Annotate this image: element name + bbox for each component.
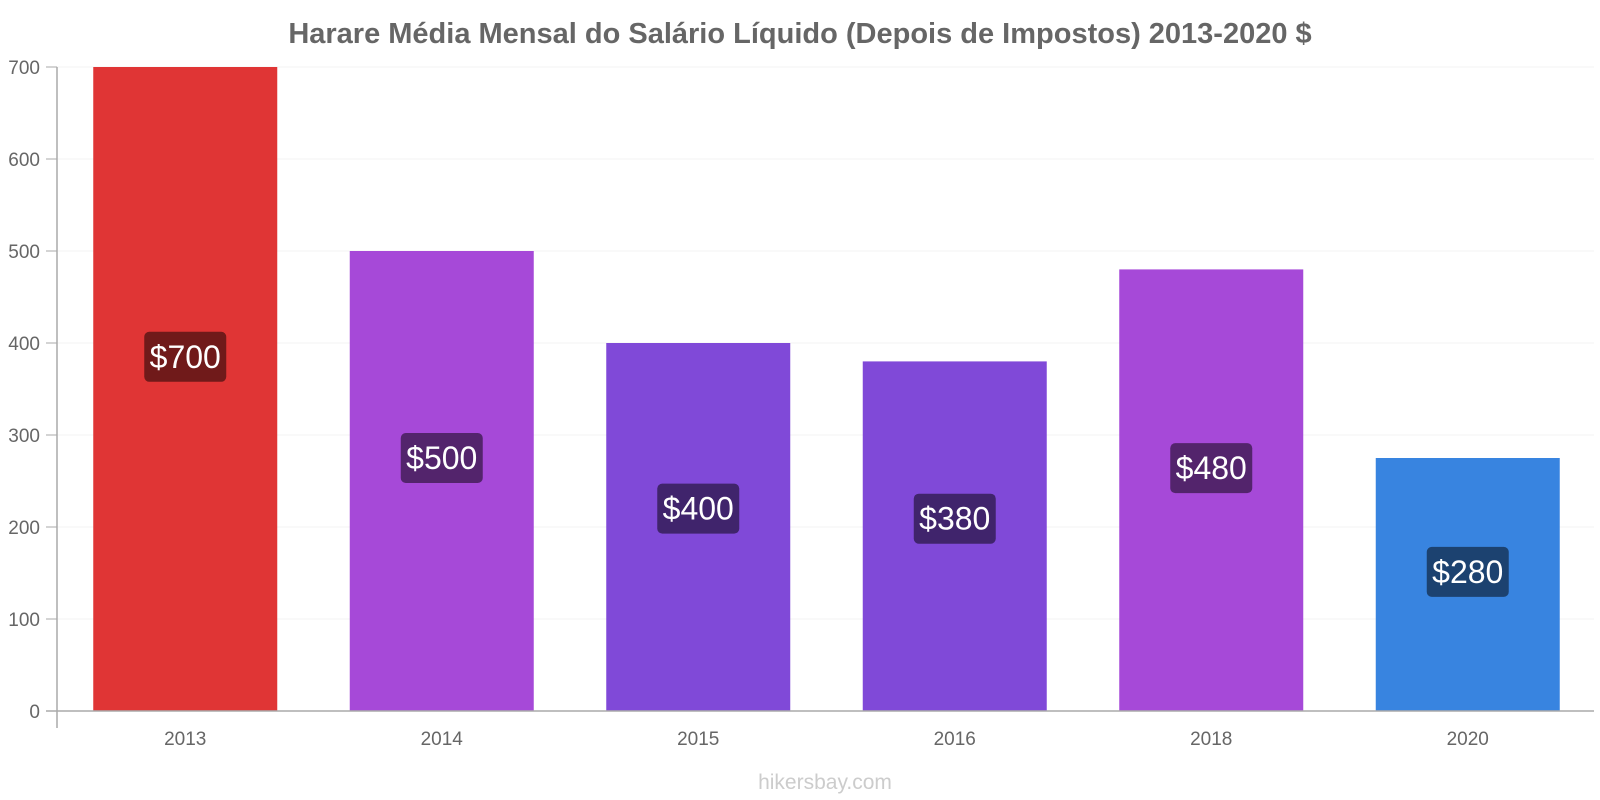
y-axis-ticks: 0 100 200 300 400 500 600 700: [8, 58, 57, 723]
y-tick-label-300: 300: [8, 426, 40, 447]
value-label-box-2015: [657, 483, 740, 534]
x-tick-label-2014: 2014: [421, 729, 464, 750]
value-label-box-2018: [1170, 443, 1253, 494]
x-tick-label-2018: 2018: [1190, 729, 1232, 750]
value-label-box-2020: [1426, 546, 1509, 597]
x-tick-label-2013: 2013: [164, 729, 206, 750]
y-tick-label-400: 400: [8, 334, 40, 355]
y-tick-label-500: 500: [8, 242, 40, 263]
chart-title: Harare Média Mensal do Salário Líquido (…: [288, 18, 1311, 50]
value-label-2014: $500: [400, 433, 483, 483]
value-label-text-2014: $500: [406, 440, 477, 476]
value-label-box-2013: [144, 331, 227, 382]
y-tick-label-600: 600: [8, 150, 40, 171]
value-label-text-2015: $400: [663, 491, 734, 527]
value-label-2018: $480: [1170, 443, 1253, 494]
value-label-2015: $400: [657, 483, 740, 534]
watermark: hikersbay.com: [758, 771, 892, 794]
value-label-2016: $380: [913, 493, 996, 544]
x-tick-label-2020: 2020: [1447, 729, 1489, 750]
value-label-box-2016: [913, 493, 996, 544]
value-label-2013: $700: [144, 331, 227, 382]
value-label-text-2018: $480: [1176, 450, 1247, 486]
y-tick-label-0: 0: [29, 702, 40, 723]
x-tick-label-2016: 2016: [934, 729, 976, 750]
value-label-box-2014: [400, 433, 483, 483]
value-label-text-2013: $700: [150, 339, 221, 375]
axes: [46, 67, 1594, 728]
bars: [93, 67, 1560, 711]
y-tick-label-100: 100: [8, 610, 40, 631]
value-labels: $700 $500 $400 $380 $480 $280: [144, 331, 1509, 597]
value-label-2020: $280: [1426, 546, 1509, 597]
x-tick-label-2015: 2015: [677, 729, 719, 750]
y-tick-label-700: 700: [8, 58, 40, 79]
value-label-text-2020: $280: [1432, 554, 1503, 590]
bar-2013: [93, 67, 278, 711]
y-tick-label-200: 200: [8, 518, 40, 539]
gridlines: [57, 66, 1594, 620]
value-label-text-2016: $380: [919, 501, 990, 537]
x-axis-labels: 2013 2014 2015 2016 2018 2020: [164, 729, 1489, 750]
